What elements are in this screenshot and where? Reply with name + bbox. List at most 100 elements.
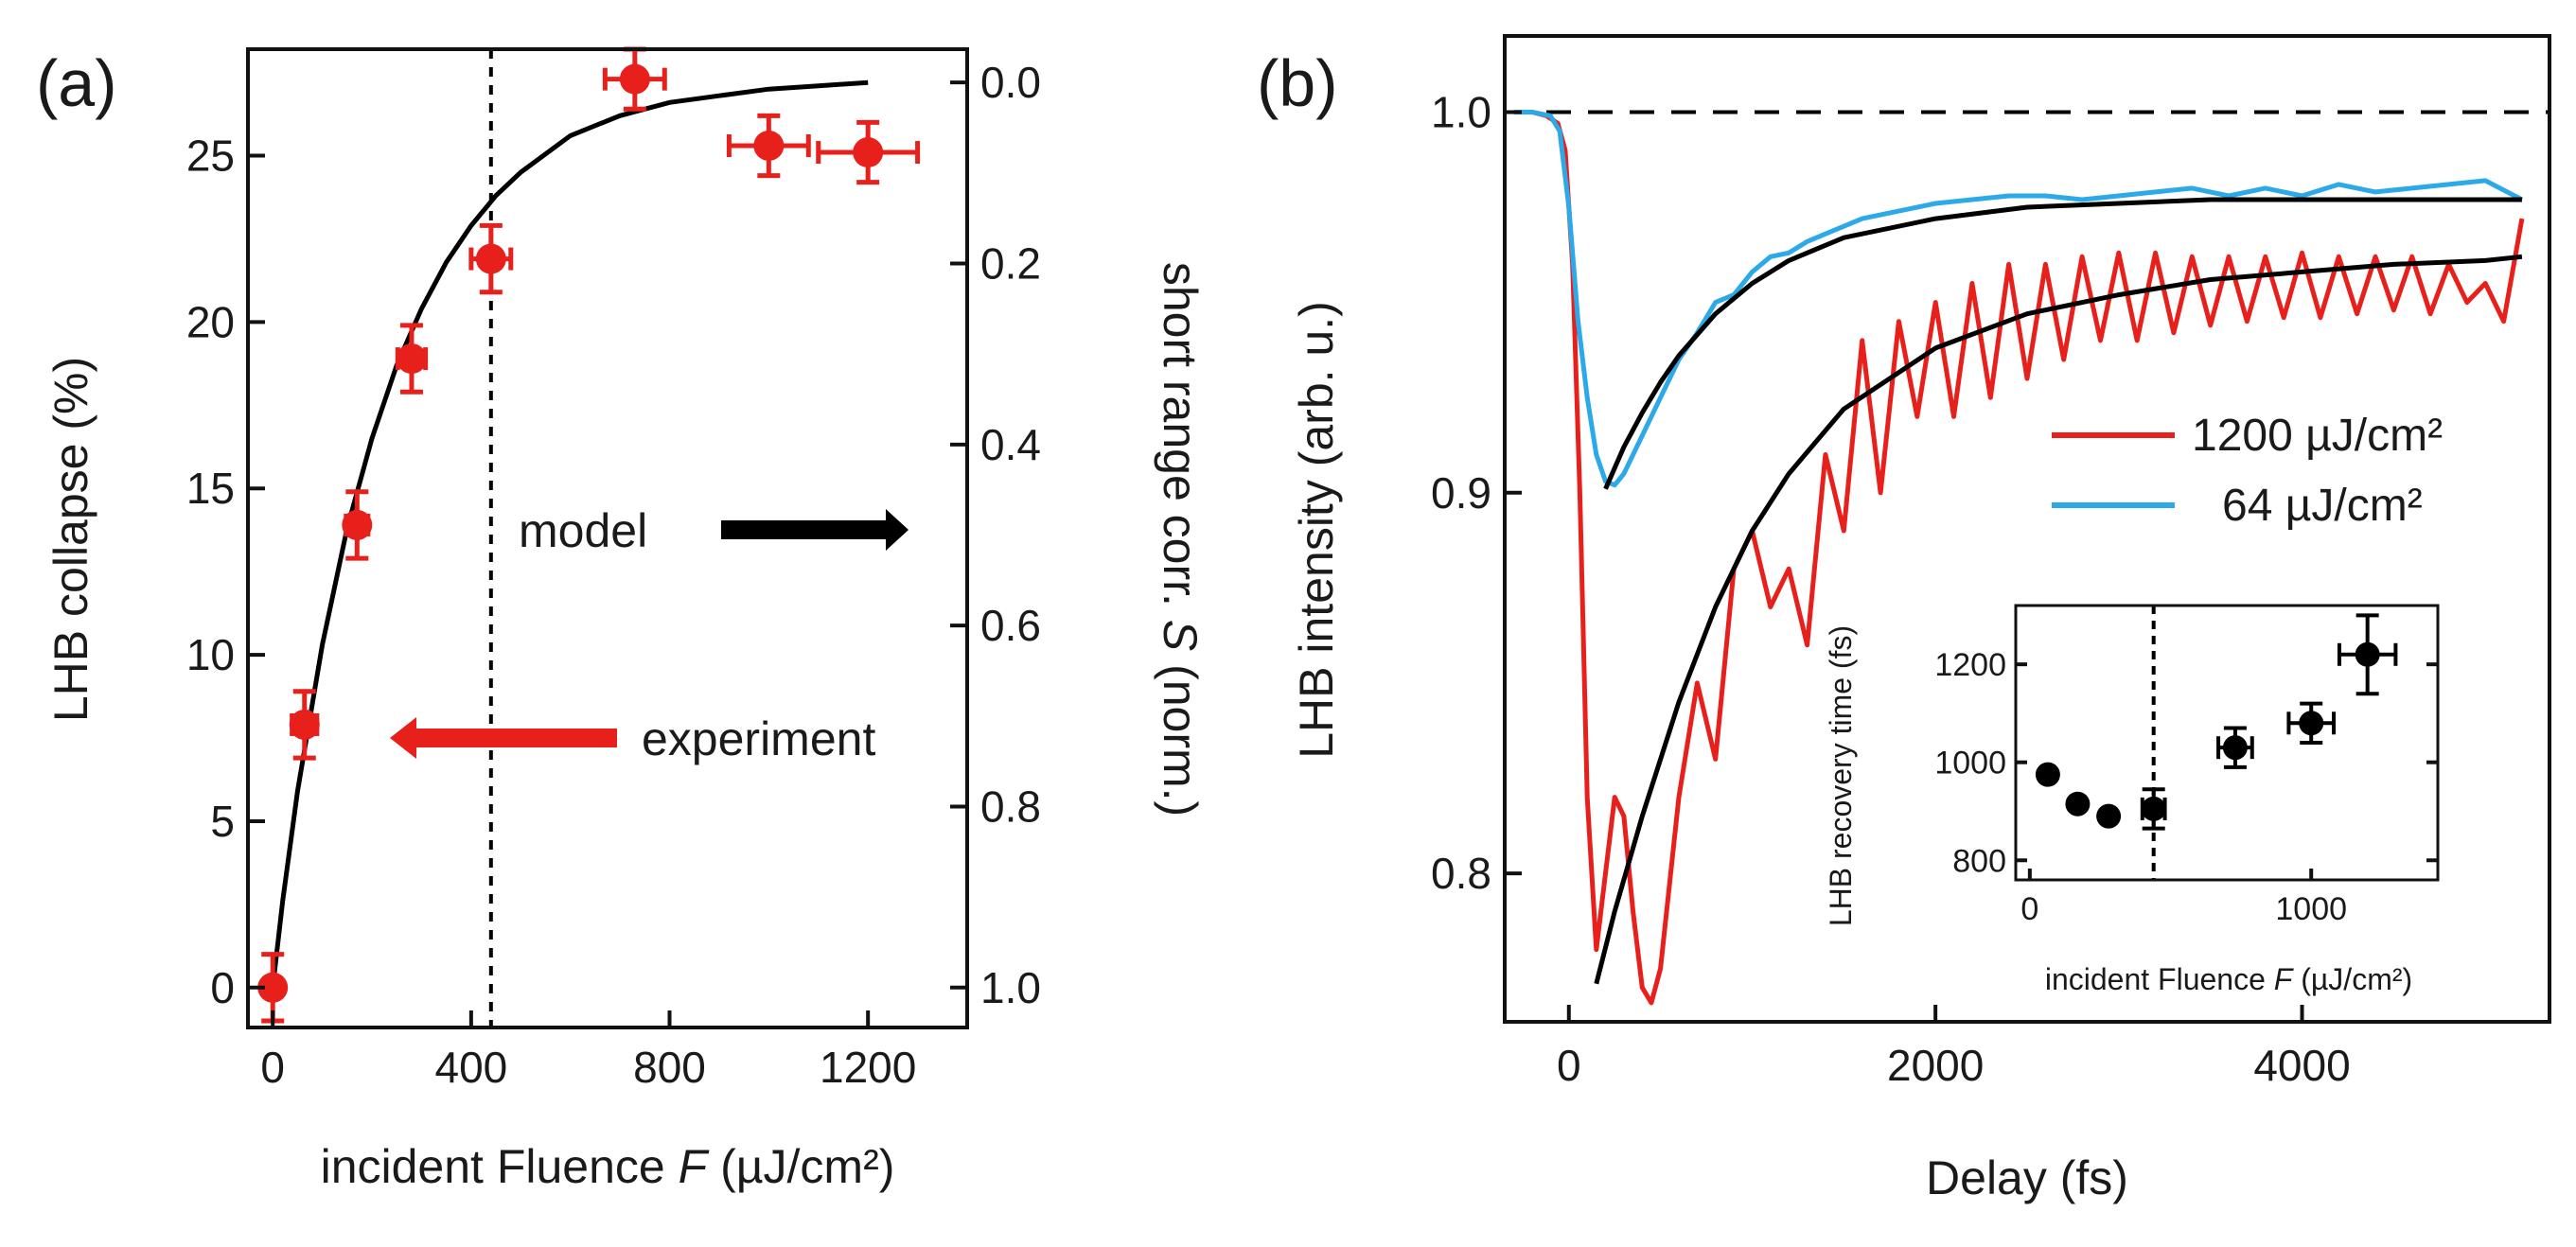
experiment-point-marker (396, 343, 427, 375)
model-curve (270, 79, 869, 989)
inset-point-marker (2096, 803, 2122, 829)
inset-point-marker (2222, 735, 2248, 761)
experiment-point-marker (853, 137, 884, 168)
fit-64-line (1603, 197, 2522, 490)
y2-axis-label-a-var: S (1154, 620, 1207, 651)
y2-tick-label-a: 0.0 (980, 58, 1041, 107)
inset-y-tick-label: 800 (1952, 843, 2006, 879)
inset-point-marker (2355, 641, 2380, 667)
y-tick-label-a: 10 (186, 630, 235, 679)
inset-point-marker (2299, 711, 2324, 736)
x-tick-label-a: 1200 (820, 1043, 916, 1092)
experiment-points (257, 46, 921, 1024)
y2-tick-label-a: 0.6 (980, 601, 1041, 650)
panel-a-label: (a) (36, 46, 117, 120)
y-tick-label-b: 0.9 (1431, 468, 1491, 518)
inset-point (2286, 701, 2336, 745)
inset-x-tick-label: 1000 (2275, 891, 2347, 927)
inset-point (2140, 787, 2167, 831)
y-tick-label-a: 0 (210, 963, 235, 1012)
fit-1200-line (1594, 254, 2523, 985)
y-tick-label-a: 5 (210, 797, 235, 846)
inset-points (2035, 613, 2398, 831)
experiment-point (602, 46, 667, 112)
experiment-point-marker (619, 63, 650, 95)
inset: 0 1000 800 1000 1200 incident Fluence F (µJ… (1824, 604, 2451, 996)
x-axis-b: 0 2000 4000 (1557, 1005, 2351, 1090)
experiment-point (726, 113, 811, 179)
y-axis-left-a: 0 5 10 15 20 25 (186, 132, 265, 1012)
y-axis-right-a: 0.0 0.2 0.4 0.6 0.8 1.0 (950, 58, 1041, 1012)
experiment-point-marker (342, 509, 373, 540)
y-axis-b: 0.8 0.9 1.0 (1431, 87, 1522, 898)
series-lines (1513, 110, 2525, 1006)
inset-point (2096, 803, 2122, 829)
y2-tick-label-a: 0.4 (980, 420, 1041, 469)
model-curve-group (270, 79, 869, 989)
plot-frame-b (1503, 34, 2551, 1024)
x-tick-label-a: 800 (633, 1043, 706, 1092)
x-axis-a: 0 400 800 1200 (260, 1010, 916, 1092)
panel-b: (b) 0 2000 4000 0.8 0.9 1.0 Delay (fs) LHB i… (1257, 34, 2551, 1204)
experiment-point (342, 489, 373, 561)
y2-tick-label-a: 0.2 (980, 238, 1041, 288)
inset-point (2065, 791, 2091, 817)
inset-point (2035, 762, 2060, 787)
x-tick-label-b: 0 (1557, 1041, 1581, 1090)
x-tick-label-b: 4000 (2253, 1041, 2350, 1090)
y-axis-label-a: LHB collapse (%) (44, 357, 97, 722)
y-tick-label-a: 20 (186, 297, 235, 346)
x-axis-label-a-text: incident Fluence (321, 1140, 665, 1193)
inset-y-axis-label: LHB recovery time (fs) (1824, 625, 1858, 926)
y2-axis-label-a: short range corr. S (norm.) (1154, 262, 1207, 817)
inset-point-marker (2035, 762, 2060, 787)
experiment-point-marker (475, 243, 506, 274)
plot-frame-a (246, 47, 969, 1029)
panel-b-label: (b) (1257, 46, 1338, 120)
legend-label-64: 64 µJ/cm² (2222, 481, 2423, 531)
inset-y-tick-label: 1200 (1934, 647, 2006, 683)
legend: 1200 µJ/cm² 64 µJ/cm² (2052, 411, 2443, 531)
inset-background (1968, 606, 2451, 880)
y2-tick-label-a: 1.0 (980, 963, 1041, 1012)
inset-x-tick-label: 0 (2020, 891, 2038, 927)
x-tick-label-a: 400 (434, 1043, 507, 1092)
inset-point-marker (2141, 796, 2166, 821)
y-tick-label-b: 1.0 (1431, 87, 1491, 136)
x-tick-label-a: 0 (260, 1043, 285, 1092)
panel-a: (a) 0 400 800 1200 0 5 10 15 20 25 0.0 0.2 0.4 0.6 0… (36, 46, 1207, 1193)
y-tick-label-a: 25 (186, 132, 235, 181)
experiment-point-marker (753, 130, 785, 161)
inset-frame (2014, 604, 2440, 882)
inset-point (2216, 726, 2254, 769)
x-tick-label-b: 2000 (1887, 1041, 1984, 1090)
model-arrow-right (721, 509, 909, 551)
experiment-point (289, 689, 320, 761)
experiment-point (395, 323, 429, 395)
experiment-point (468, 222, 514, 295)
experiment-point-marker (289, 709, 320, 740)
series-1200-line (1513, 110, 2525, 1006)
inset-x-axis: 0 1000 (2020, 869, 2347, 927)
experiment-arrow-left (390, 717, 617, 759)
inset-x-axis-label-text: incident Fluence (2045, 962, 2266, 996)
x-axis-label-a: incident Fluence F (µJ/cm²) (321, 1140, 895, 1193)
series-64-line (1513, 110, 2524, 488)
experiment-annotation: experiment (642, 712, 875, 765)
inset-point (2337, 613, 2398, 696)
model-annotation: model (519, 504, 647, 557)
inset-point-marker (2065, 791, 2091, 817)
inset-y-axis: 800 1000 1200 (1934, 647, 2438, 879)
x-axis-label-a-var: F (679, 1140, 710, 1193)
y2-axis-label-a-unit: (norm.) (1154, 664, 1207, 817)
x-axis-label-a-unit: (µJ/cm²) (720, 1140, 894, 1193)
legend-label-1200: 1200 µJ/cm² (2192, 411, 2443, 461)
experiment-point-marker (257, 972, 289, 1003)
inset-x-axis-label: incident Fluence F (µJ/cm²) (2045, 962, 2412, 996)
inset-x-axis-label-var: F (2274, 962, 2295, 996)
inset-x-axis-label-unit: (µJ/cm²) (2301, 962, 2412, 996)
y-tick-label-b: 0.8 (1431, 849, 1491, 898)
y-axis-label-b: LHB intensity (arb. u.) (1290, 301, 1343, 759)
y-tick-label-a: 15 (186, 464, 235, 513)
experiment-point (816, 119, 921, 185)
